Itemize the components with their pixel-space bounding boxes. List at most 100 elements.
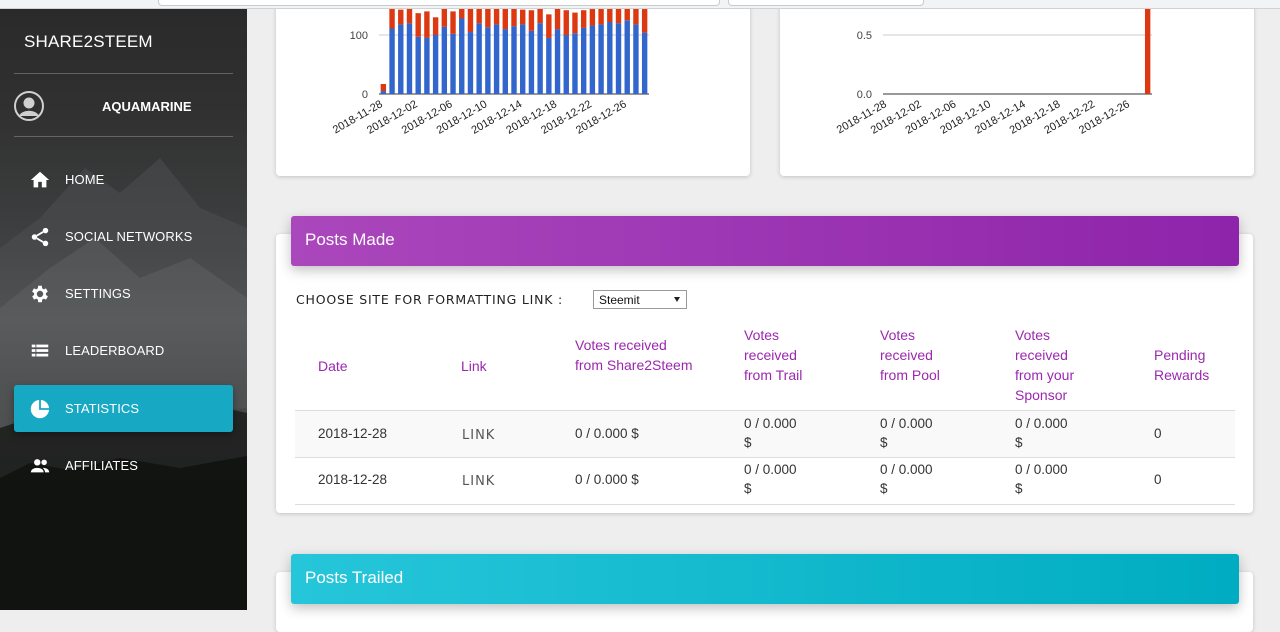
bar xyxy=(589,9,596,26)
sidebar-item-affiliates[interactable]: AFFILIATES xyxy=(14,442,233,489)
table-divider xyxy=(295,457,1235,458)
bar xyxy=(450,11,456,34)
home-icon xyxy=(30,171,50,188)
posts-made-title: Posts Made xyxy=(305,230,395,249)
bar xyxy=(528,10,535,31)
bar xyxy=(406,5,413,24)
bar xyxy=(528,30,535,94)
bar xyxy=(546,37,552,94)
bar xyxy=(572,12,578,34)
bar xyxy=(520,9,526,25)
bar xyxy=(511,8,517,27)
column-header-pending: Pending Rewards xyxy=(1154,347,1210,383)
sidebar-item-label: AFFILIATES xyxy=(65,458,138,473)
posts-trailed-title: Posts Trailed xyxy=(305,568,404,587)
bar xyxy=(1144,0,1151,94)
avatar-icon xyxy=(14,91,44,121)
bar-chart: 0.00.52018-11-282018-12-022018-12-062018… xyxy=(835,0,1152,137)
sidebar-item-home[interactable]: HOME xyxy=(14,156,233,203)
browser-toolbar xyxy=(0,0,1280,9)
post-link[interactable]: LINK xyxy=(462,428,496,443)
bar xyxy=(537,6,543,24)
cell-sponsor: 0 / 0.000 $ xyxy=(1015,462,1068,496)
sidebar-divider xyxy=(14,73,233,74)
bar xyxy=(441,6,448,27)
sidebar-item-label: SOCIAL NETWORKS xyxy=(65,229,193,244)
pie-chart-icon xyxy=(30,399,50,419)
bar xyxy=(511,26,517,94)
bar xyxy=(554,29,561,95)
sidebar-item-label: SETTINGS xyxy=(65,286,131,301)
bar xyxy=(441,26,448,95)
column-header-pool: Votes received from Pool xyxy=(880,327,940,383)
votes-chart-card: 0 100 2018-11-28 2018-12-02 2018-12-06 2018-1… xyxy=(276,0,750,176)
bar xyxy=(398,24,404,95)
address-bar[interactable] xyxy=(158,0,720,6)
bar xyxy=(546,14,552,38)
stacked-bar-chart: 01002018-11-282018-12-022018-12-062018-1… xyxy=(331,4,649,137)
cell-date: 2018-12-28 xyxy=(318,472,388,487)
bar xyxy=(598,6,604,25)
bar xyxy=(389,28,395,94)
bar xyxy=(502,29,508,95)
bar xyxy=(641,9,648,33)
bar xyxy=(476,5,482,24)
people-icon xyxy=(30,459,50,473)
bar xyxy=(380,83,387,92)
y-tick-label: 100 xyxy=(350,30,368,42)
cell-share2steem: 0 / 0.000 $ xyxy=(575,426,639,441)
bar xyxy=(563,35,569,94)
column-header-date: Date xyxy=(318,358,348,374)
posts-made-header: Posts Made xyxy=(291,216,1239,266)
cell-pending: 0 xyxy=(1154,426,1162,441)
bar xyxy=(641,32,648,94)
posts-trailed-header: Posts Trailed xyxy=(291,554,1239,604)
choose-site-label: CHOOSE SITE FOR FORMATTING LINK : xyxy=(296,292,564,307)
table-row xyxy=(295,411,1235,457)
bar xyxy=(615,23,622,95)
bar xyxy=(615,6,622,24)
chevron-down-icon xyxy=(674,297,680,302)
bar xyxy=(580,27,587,95)
bar xyxy=(415,13,421,37)
sidebar: SHARE2STEEM AQUAMARINE HOME SOCIAL NETWO… xyxy=(0,8,247,610)
browser-search-box[interactable] xyxy=(728,0,924,6)
site-select-value: Steemit xyxy=(599,293,640,307)
table-divider xyxy=(295,504,1235,505)
cell-trail: 0 / 0.000 $ xyxy=(744,416,797,450)
sidebar-item-settings[interactable]: SETTINGS xyxy=(14,270,233,317)
bar xyxy=(424,11,430,38)
bar xyxy=(485,27,491,94)
sidebar-item-social-networks[interactable]: SOCIAL NETWORKS xyxy=(14,213,233,260)
bar xyxy=(450,33,456,94)
rewards-chart-card: 0.0 0.5 2018-11-28 2018-12-02 2018-12-06 2018… xyxy=(780,0,1254,176)
bar xyxy=(459,6,465,19)
bar xyxy=(502,8,508,30)
y-tick-label: 0.5 xyxy=(857,30,872,42)
column-header-share2steem: Votes received from Share2Steem xyxy=(575,337,693,373)
gear-icon xyxy=(32,285,48,303)
brand-title[interactable]: SHARE2STEEM xyxy=(24,32,153,51)
user-profile[interactable]: AQUAMARINE xyxy=(14,88,233,126)
sidebar-item-label: HOME xyxy=(65,172,105,187)
post-link[interactable]: LINK xyxy=(462,474,496,489)
sidebar-divider xyxy=(14,136,233,137)
bar xyxy=(406,23,413,95)
site-select[interactable]: Steemit xyxy=(593,290,687,309)
cell-date: 2018-12-28 xyxy=(318,426,388,441)
bar xyxy=(633,6,639,25)
cell-pool: 0 / 0.000 $ xyxy=(880,416,933,450)
posts-made-card xyxy=(276,234,1253,513)
share-icon xyxy=(31,227,49,247)
cell-share2steem: 0 / 0.000 $ xyxy=(575,472,639,487)
cell-pending: 0 xyxy=(1154,472,1162,487)
sidebar-item-leaderboard[interactable]: LEADERBOARD xyxy=(14,327,233,374)
sidebar-item-statistics[interactable]: STATISTICS xyxy=(14,385,233,432)
bar xyxy=(424,37,430,94)
bar xyxy=(467,8,474,33)
bar xyxy=(432,17,439,35)
sidebar-item-label: LEADERBOARD xyxy=(65,343,165,358)
column-header-trail: Votes received from Trail xyxy=(744,327,803,383)
bar xyxy=(624,20,630,94)
bar xyxy=(415,36,421,94)
